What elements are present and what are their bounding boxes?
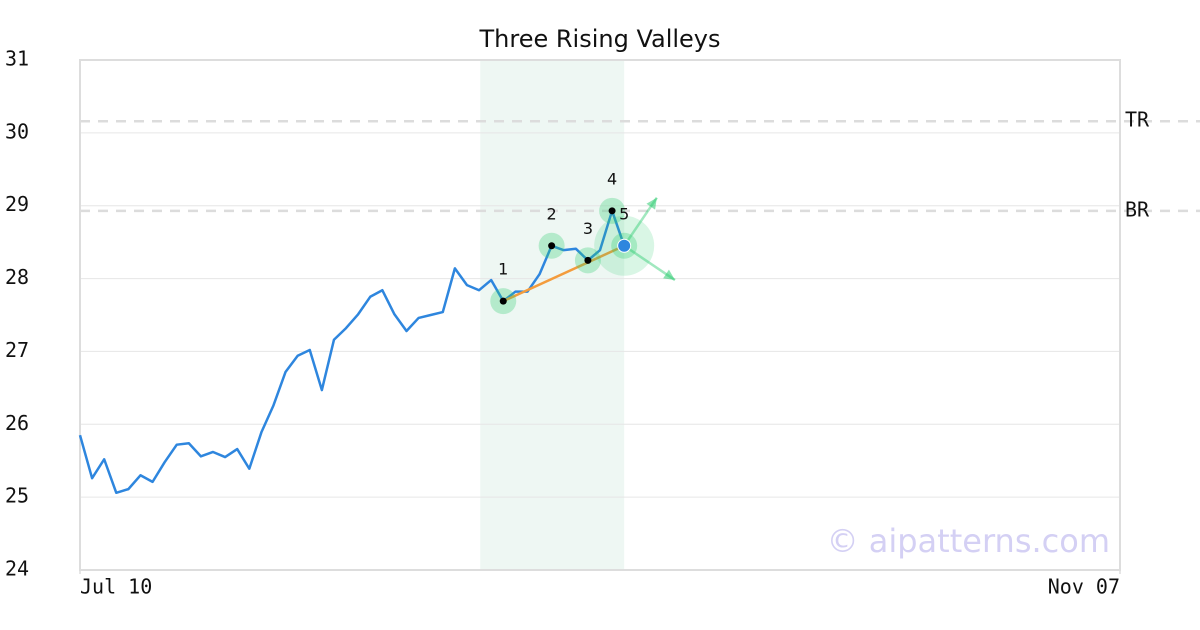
trend-line [502,244,625,303]
point-dot [608,207,616,215]
plot-frame [79,59,1121,571]
point-dot [548,242,556,250]
y-tick-label: 31 [5,47,29,71]
y-tick-label: 30 [5,119,29,143]
point-dot [499,297,507,305]
point-label: 4 [607,169,617,188]
watermark: © aipatterns.com [827,522,1110,560]
arrow-head [646,197,657,210]
x-tick-label: Nov 07 [1048,575,1120,599]
chart-title: Three Rising Valleys [478,25,720,53]
point-label: 2 [547,204,557,223]
y-tick-label: 26 [5,411,29,435]
point-dot [617,238,632,253]
level-label: BR [1125,197,1150,221]
y-tick-label: 24 [5,557,29,581]
point-label: 3 [583,219,593,238]
y-tick-label: 27 [5,338,29,362]
point-label: 5 [619,204,629,223]
point-label: 1 [498,260,508,279]
y-tick-label: 28 [5,265,29,289]
highlight-region [480,60,625,570]
y-tick-label: 29 [5,192,29,216]
arrow-head [663,269,675,281]
y-tick-label: 25 [5,484,29,508]
level-label: TR [1125,108,1150,132]
price-line [78,209,626,495]
point-dot [584,256,592,264]
x-tick-label: Jul 10 [80,575,152,599]
